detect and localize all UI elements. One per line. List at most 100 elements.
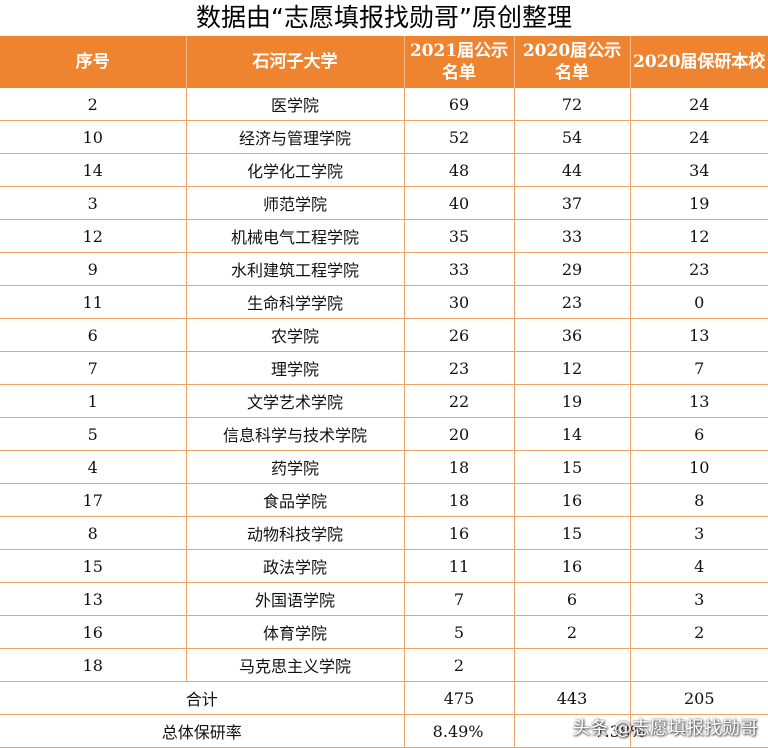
cell-2020 <box>514 648 631 682</box>
cell-index: 1 <box>0 384 187 418</box>
cell-2020: 72 <box>514 88 631 121</box>
cell-2021: 2 <box>404 648 515 682</box>
cell-own-school <box>630 648 768 682</box>
cell-own-school: 2 <box>630 615 768 649</box>
cell-2020: 14 <box>514 417 631 451</box>
total-2021: 475 <box>404 681 515 715</box>
cell-2020: 29 <box>514 252 631 286</box>
cell-own-school: 3 <box>630 582 768 616</box>
cell-2021: 18 <box>404 450 515 484</box>
cell-own-school: 23 <box>630 252 768 286</box>
cell-college: 农学院 <box>186 318 405 352</box>
header-2020-own-school: 2020届保研本校 <box>630 36 768 88</box>
cell-index: 12 <box>0 219 187 253</box>
watermark: 头条 @志愿填报找勋哥 <box>572 718 758 739</box>
total-own-school: 205 <box>630 681 768 715</box>
cell-own-school: 0 <box>630 285 768 319</box>
cell-index: 11 <box>0 285 187 319</box>
cell-2021: 20 <box>404 417 515 451</box>
table-row: 13 外国语学院 7 6 3 <box>0 582 768 616</box>
cell-own-school: 13 <box>630 318 768 352</box>
cell-2021: 16 <box>404 516 515 550</box>
cell-own-school: 19 <box>630 186 768 220</box>
cell-index: 15 <box>0 549 187 583</box>
table-row: 16 体育学院 5 2 2 <box>0 615 768 649</box>
header-2020-list: 2020届公示名单 <box>514 36 631 88</box>
header-college: 石河子大学 <box>186 36 405 88</box>
header-row: 序号 石河子大学 2021届公示名单 2020届公示名单 2020届保研本校 <box>0 36 768 88</box>
cell-own-school: 7 <box>630 351 768 385</box>
cell-2020: 23 <box>514 285 631 319</box>
cell-2021: 48 <box>404 153 515 187</box>
total-2020: 443 <box>514 681 631 715</box>
table-row: 8 动物科技学院 16 15 3 <box>0 516 768 550</box>
cell-index: 8 <box>0 516 187 550</box>
table-row: 1 文学艺术学院 22 19 13 <box>0 384 768 418</box>
cell-2021: 22 <box>404 384 515 418</box>
cell-2021: 33 <box>404 252 515 286</box>
cell-2020: 16 <box>514 549 631 583</box>
cell-college: 体育学院 <box>186 615 405 649</box>
cell-2020: 37 <box>514 186 631 220</box>
cell-2020: 44 <box>514 153 631 187</box>
table-row: 2 医学院 69 72 24 <box>0 88 768 121</box>
cell-2020: 15 <box>514 516 631 550</box>
cell-index: 7 <box>0 351 187 385</box>
cell-2020: 15 <box>514 450 631 484</box>
cell-college: 理学院 <box>186 351 405 385</box>
rate-label: 总体保研率 <box>0 714 405 748</box>
table-row: 6 农学院 26 36 13 <box>0 318 768 352</box>
table-row: 5 信息科学与技术学院 20 14 6 <box>0 417 768 451</box>
table-row: 14 化学化工学院 48 44 34 <box>0 153 768 187</box>
cell-own-school: 34 <box>630 153 768 187</box>
rate-2020: 7.38% <box>514 714 645 748</box>
cell-2021: 35 <box>404 219 515 253</box>
cell-index: 10 <box>0 120 187 154</box>
table-row: 4 药学院 18 15 10 <box>0 450 768 484</box>
cell-2021: 5 <box>404 615 515 649</box>
cell-own-school: 12 <box>630 219 768 253</box>
cell-2021: 52 <box>404 120 515 154</box>
rate-own-school <box>630 714 768 748</box>
table-row: 15 政法学院 11 16 4 <box>0 549 768 583</box>
cell-2020: 2 <box>514 615 631 649</box>
cell-index: 2 <box>0 88 187 121</box>
total-row: 合计 475 443 205 <box>0 681 768 715</box>
rate-2021: 8.49% <box>404 714 515 748</box>
cell-2021: 7 <box>404 582 515 616</box>
table-row: 11 生命科学学院 30 23 0 <box>0 285 768 319</box>
cell-2020: 19 <box>514 384 631 418</box>
cell-college: 文学艺术学院 <box>186 384 405 418</box>
cell-2021: 11 <box>404 549 515 583</box>
cell-index: 4 <box>0 450 187 484</box>
cell-college: 药学院 <box>186 450 405 484</box>
cell-index: 3 <box>0 186 187 220</box>
cell-index: 9 <box>0 252 187 286</box>
cell-2021: 40 <box>404 186 515 220</box>
data-table: 序号 石河子大学 2021届公示名单 2020届公示名单 2020届保研本校 2… <box>0 36 768 748</box>
cell-index: 13 <box>0 582 187 616</box>
table-row: 10 经济与管理学院 52 54 24 <box>0 120 768 154</box>
header-index: 序号 <box>0 36 187 88</box>
cell-own-school: 24 <box>630 88 768 121</box>
cell-own-school: 3 <box>630 516 768 550</box>
cell-college: 外国语学院 <box>186 582 405 616</box>
cell-2020: 54 <box>514 120 631 154</box>
cell-college: 政法学院 <box>186 549 405 583</box>
cell-2021: 18 <box>404 483 515 517</box>
table-row: 3 师范学院 40 37 19 <box>0 186 768 220</box>
page-title: 数据由“志愿填报找勋哥”原创整理 <box>196 3 572 32</box>
cell-own-school: 24 <box>630 120 768 154</box>
total-label: 合计 <box>0 681 405 715</box>
cell-2021: 26 <box>404 318 515 352</box>
cell-college: 动物科技学院 <box>186 516 405 550</box>
cell-index: 16 <box>0 615 187 649</box>
cell-college: 机械电气工程学院 <box>186 219 405 253</box>
cell-college: 马克思主义学院 <box>186 648 405 682</box>
cell-index: 6 <box>0 318 187 352</box>
cell-index: 17 <box>0 483 187 517</box>
table-row: 17 食品学院 18 16 8 <box>0 483 768 517</box>
cell-college: 水利建筑工程学院 <box>186 252 405 286</box>
cell-2020: 12 <box>514 351 631 385</box>
cell-college: 经济与管理学院 <box>186 120 405 154</box>
